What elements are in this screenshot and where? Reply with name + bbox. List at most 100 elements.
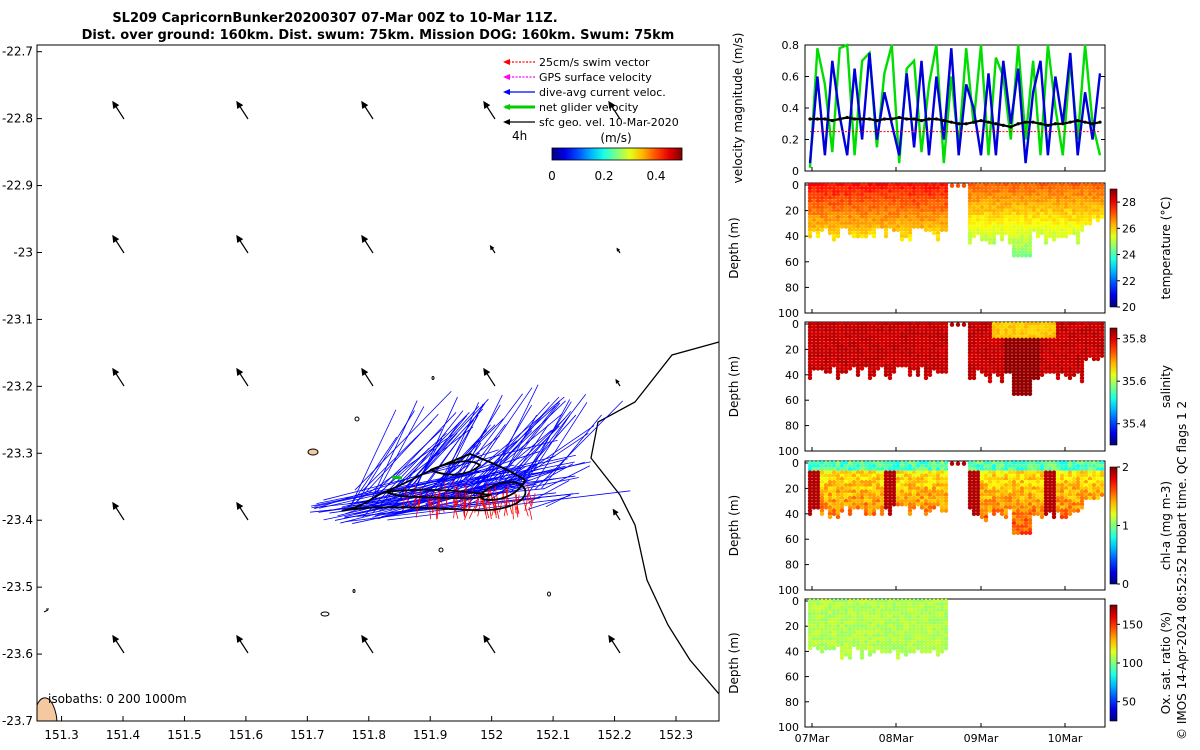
oxygen-cell: [835, 624, 841, 629]
depth-tick-label: 80: [785, 420, 799, 433]
temperature-cell: [839, 186, 845, 191]
temperature-cell: [1079, 211, 1085, 216]
salinity-cell: [1079, 347, 1085, 352]
salinity-cell: [883, 366, 889, 371]
chl-a-cell: [819, 498, 825, 504]
chl-a-cell: [1059, 486, 1065, 491]
oxygen-cell: [807, 636, 813, 641]
oxygen-cell: [839, 652, 845, 657]
temperature-cell: [871, 227, 877, 232]
temperature-cell: [1087, 218, 1093, 223]
temperature-cell: [967, 224, 973, 229]
chl-a-cell: [907, 492, 913, 497]
salinity-cell: [907, 347, 913, 352]
current-vector: [509, 411, 572, 481]
temperature-cell: [1039, 224, 1045, 229]
temperature-cell: [1011, 198, 1017, 204]
chl-a-cell: [939, 489, 945, 494]
temperature-cell: [1039, 227, 1045, 232]
salinity-cell: [863, 331, 869, 336]
salinity-cell: [979, 340, 985, 346]
temperature-cell: [895, 214, 901, 220]
chl-a-cell: [827, 463, 833, 469]
chl-a-cell: [1003, 470, 1009, 475]
chl-a-cell: [1059, 483, 1065, 488]
chl-a-cell: [987, 460, 993, 466]
salinity-cell: [883, 321, 889, 327]
chl-a-cell: [839, 492, 845, 497]
temperature-cell: [911, 218, 917, 223]
oxygen-cell: [827, 639, 833, 645]
chl-a-cell: [931, 483, 937, 488]
temperature-cell: [1063, 224, 1069, 229]
chl-a-cell: [815, 502, 821, 507]
chl-a-cell: [859, 460, 865, 466]
chl-a-cell: [851, 495, 857, 501]
temperature-cell: [1055, 195, 1061, 200]
chl-a-cell: [875, 495, 881, 501]
salinity-cell: [1015, 324, 1021, 330]
temperature-cell: [1051, 182, 1057, 188]
oxygen-cell: [871, 601, 877, 607]
chl-a-cell: [1051, 498, 1057, 504]
chl-a-cell: [927, 467, 933, 472]
salinity-cell: [811, 337, 817, 343]
salinity-cell: [819, 356, 825, 362]
temperature-cell: [823, 214, 829, 220]
salinity-cell: [867, 328, 873, 333]
chl-a-cell: [1031, 498, 1037, 504]
salinity-cell: [1003, 324, 1009, 330]
chl-a-cell: [1035, 486, 1041, 491]
chl-a-cell: [975, 505, 981, 510]
salinity-cell: [879, 350, 885, 355]
oxygen-cell: [887, 614, 893, 619]
salinity-cell: [895, 359, 901, 365]
temperature-cell: [979, 186, 985, 191]
oxygen-cell: [919, 614, 925, 619]
temperature-cell: [1043, 211, 1049, 216]
chl-a-cell: [1059, 463, 1065, 469]
chl-a-cell: [1031, 473, 1037, 478]
salinity-cell: [879, 331, 885, 336]
chl-a-cell: [1003, 483, 1009, 488]
map-x-tick-label: 151.9: [413, 728, 447, 742]
chl-a-cell: [1067, 486, 1073, 491]
chl-a-cell: [879, 498, 885, 504]
salinity-cell: [939, 340, 945, 346]
oxygen-cell: [871, 605, 877, 610]
temperature-cell: [967, 198, 973, 204]
salinity-cell: [919, 337, 925, 343]
salinity-cell: [1003, 328, 1009, 333]
temperature-cell: [887, 211, 893, 216]
salinity-cell: [903, 340, 909, 346]
temperature-cell: [1039, 198, 1045, 204]
oxygen-cell: [891, 646, 897, 651]
chl-a-cell: [943, 463, 949, 469]
oxygen-cell: [815, 614, 821, 619]
salinity-cell: [1059, 340, 1065, 346]
salinity-cell: [1031, 366, 1037, 371]
temperature-cell: [1031, 218, 1037, 223]
temperature-cell: [831, 214, 837, 220]
oxygen-cell: [907, 608, 913, 613]
salinity-cell: [975, 334, 981, 339]
salinity-cell: [1027, 340, 1033, 346]
chl-a-cell: [1023, 473, 1029, 478]
salinity-cell: [839, 359, 845, 365]
salinity-cell: [911, 347, 917, 352]
chl-a-cell: [895, 498, 901, 504]
oxygen-cell: [907, 636, 913, 641]
chl-a-cell: [987, 483, 993, 488]
chl-a-cell: [939, 473, 945, 478]
oxygen-cell: [923, 605, 929, 610]
temperature-cell: [1099, 211, 1105, 216]
chl-a-cell: [1083, 492, 1089, 497]
salinity-cell: [949, 322, 955, 327]
chl-a-cell: [1027, 505, 1033, 510]
temperature-cell: [899, 195, 905, 200]
oxygen-cell: [843, 601, 849, 607]
temperature-cell: [935, 195, 941, 200]
temperature-cell: [835, 208, 841, 213]
temperature-cell: [1063, 192, 1069, 197]
temperature-cell: [1063, 186, 1069, 191]
